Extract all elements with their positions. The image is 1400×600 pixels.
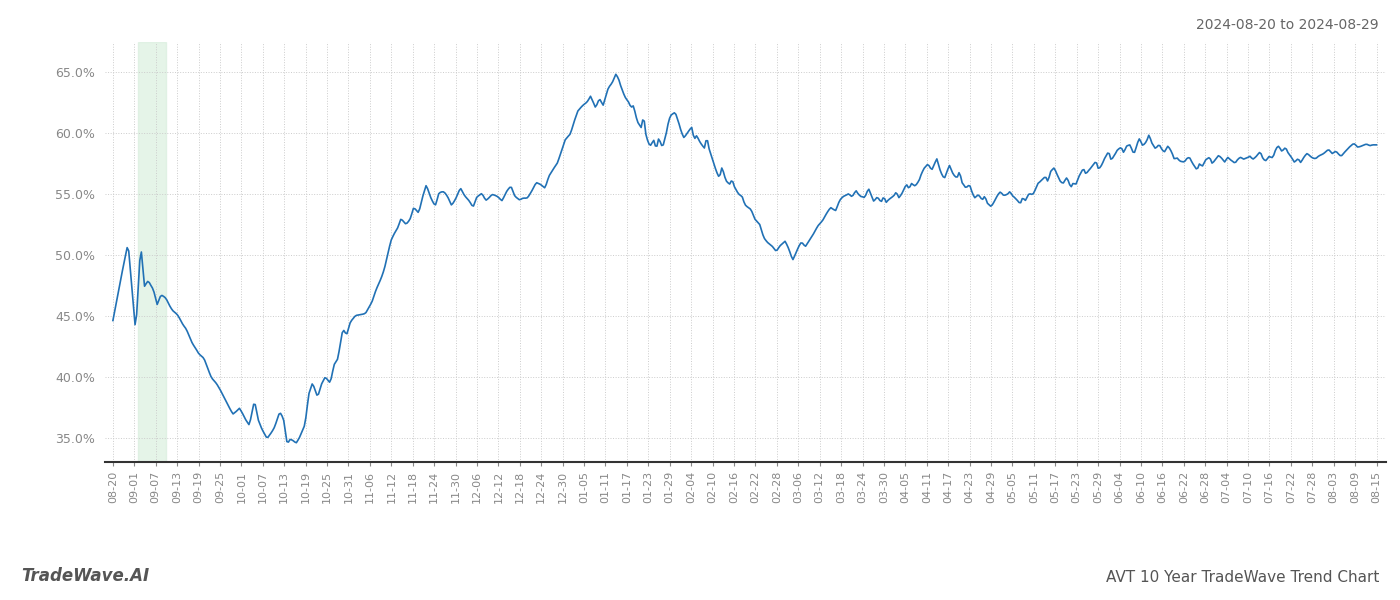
- Text: TradeWave.AI: TradeWave.AI: [21, 567, 150, 585]
- Bar: [139, 42, 167, 462]
- Text: 2024-08-20 to 2024-08-29: 2024-08-20 to 2024-08-29: [1197, 18, 1379, 32]
- Text: AVT 10 Year TradeWave Trend Chart: AVT 10 Year TradeWave Trend Chart: [1106, 570, 1379, 585]
